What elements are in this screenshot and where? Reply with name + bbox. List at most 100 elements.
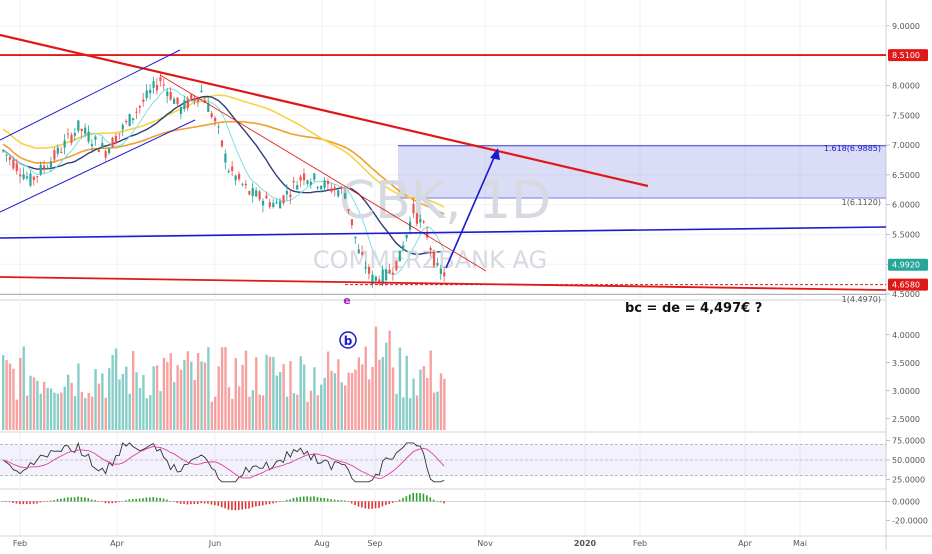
price-tick-label: 8.0000 xyxy=(892,81,920,90)
volume-bar xyxy=(63,386,66,430)
macd-bar xyxy=(8,501,11,503)
macd-bar xyxy=(5,501,8,502)
volume-bar xyxy=(350,373,354,430)
price-tick-label: 9.0000 xyxy=(892,22,920,31)
candle-body xyxy=(381,269,384,285)
candle-body xyxy=(299,176,302,181)
volume-bars xyxy=(2,326,446,430)
volume-bar xyxy=(296,394,299,430)
time-tick-label: Feb xyxy=(13,539,27,548)
candle-body xyxy=(176,97,179,105)
macd-bar xyxy=(309,496,312,502)
volume-bar xyxy=(87,392,90,430)
macd-bar xyxy=(43,501,45,502)
macd-bar xyxy=(217,501,220,506)
candle-body xyxy=(333,187,336,191)
candle-body xyxy=(73,133,77,136)
rsi-tick-label: 25.0000 xyxy=(892,475,925,484)
volume-bar xyxy=(374,326,378,430)
volume-bar xyxy=(234,357,237,430)
candle-body xyxy=(135,111,138,113)
volume-bar xyxy=(32,377,36,430)
candle-body xyxy=(419,218,422,223)
macd-bar xyxy=(429,497,432,502)
volume-bar xyxy=(36,380,39,430)
rsi-line xyxy=(2,441,445,483)
volume-bar xyxy=(114,348,118,430)
forecast-arrow-head xyxy=(490,148,500,160)
volume-bar xyxy=(395,393,398,430)
macd-bar xyxy=(145,497,148,502)
ma-orange xyxy=(2,120,445,215)
volume-bar xyxy=(258,394,261,430)
watermark-name: COMMERZBANK AG xyxy=(313,246,547,274)
candle-body xyxy=(309,181,312,185)
volume-bar xyxy=(200,361,203,430)
volume-bar xyxy=(155,365,159,430)
volume-tick-label: 2.5000 xyxy=(892,415,920,424)
macd-bar xyxy=(398,499,401,502)
time-axis[interactable]: Feb Apr Jun Aug Sep Nov 2020 Feb Apr Mai xyxy=(0,535,932,548)
drawing-tools[interactable] xyxy=(0,33,887,291)
candle-body xyxy=(285,190,289,195)
time-tick-label: Sep xyxy=(367,539,382,548)
volume-bar xyxy=(385,342,388,430)
candle-body xyxy=(275,202,278,204)
candle-body xyxy=(101,143,104,148)
candle-body xyxy=(60,151,63,153)
time-tick-label: Jun xyxy=(208,539,222,548)
macd-bar xyxy=(224,501,226,509)
macd-bar xyxy=(29,501,31,504)
volume-bar xyxy=(248,396,251,430)
volume-bar xyxy=(8,363,12,430)
volume-bar xyxy=(279,372,282,430)
candle-body xyxy=(193,97,196,102)
note-text: bc = de = 4,497€ ? xyxy=(625,301,762,316)
macd-bar xyxy=(337,500,339,502)
macd-bar xyxy=(101,501,103,502)
macd-bar xyxy=(77,496,79,502)
candle-body xyxy=(306,180,309,184)
volume-bar xyxy=(111,354,114,430)
volume-bar xyxy=(149,395,152,430)
volume-bar xyxy=(309,390,313,430)
macd-bar xyxy=(251,501,254,508)
candle-body xyxy=(12,159,15,169)
candle-body xyxy=(244,183,248,186)
candle-body xyxy=(255,190,258,197)
candle-body xyxy=(63,140,66,148)
macd-bar xyxy=(426,495,428,502)
volume-bar xyxy=(214,396,217,430)
candle-body xyxy=(344,193,347,199)
macd-bar xyxy=(296,497,298,502)
channel-upper xyxy=(0,49,181,141)
volume-bar xyxy=(135,372,138,430)
time-tick-label: Apr xyxy=(738,539,753,548)
price-tick-label: 6.0000 xyxy=(892,201,920,210)
macd-bar xyxy=(90,499,93,502)
fib-label-4497: 1(4.4970) xyxy=(842,295,881,304)
price-axis[interactable]: 9.0000 8.0000 7.5000 7.0000 6.5000 6.0000 5.50… xyxy=(886,0,932,536)
channel-mid-line xyxy=(0,226,887,239)
macd-bar xyxy=(237,501,240,510)
volume-bar xyxy=(405,355,408,430)
macd-bar xyxy=(152,497,155,502)
candle-body xyxy=(361,252,364,255)
macd-bar xyxy=(118,501,120,503)
time-tick-label: Nov xyxy=(477,539,493,548)
candle-body xyxy=(152,81,155,88)
candle-body xyxy=(436,262,439,266)
candle-body xyxy=(265,195,268,199)
macd-bar xyxy=(419,493,421,502)
time-tick-label: Feb xyxy=(633,539,647,548)
macd-bar xyxy=(361,501,363,508)
candle-body xyxy=(371,274,374,285)
macd-bar xyxy=(330,499,332,502)
candle-body xyxy=(210,113,213,118)
volume-bar xyxy=(241,364,244,430)
volume-bar xyxy=(268,356,272,430)
volume-bar xyxy=(25,395,29,430)
rsi-tick-label: 75.0000 xyxy=(892,437,925,446)
macd-bar xyxy=(402,497,404,502)
